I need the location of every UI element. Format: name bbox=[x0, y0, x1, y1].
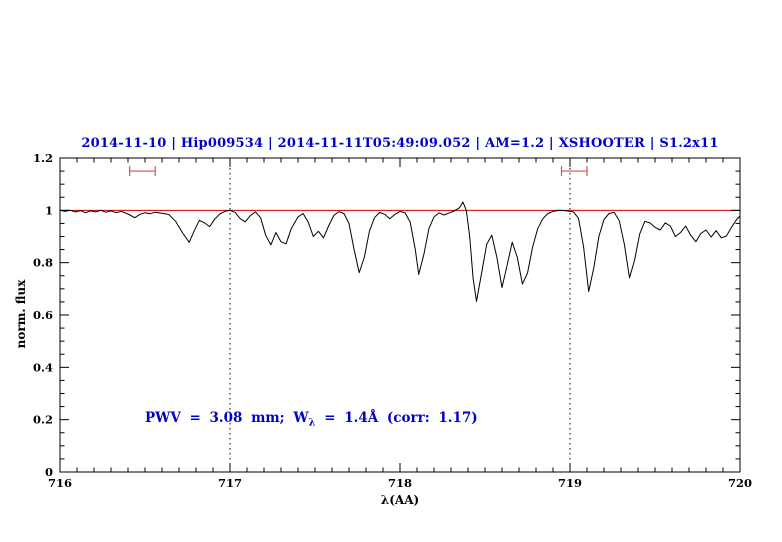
pwv-annotation: PWV = 3.08 mm; Wλ = 1.4Å (corr: 1.17) bbox=[145, 410, 478, 429]
y-tick-label: 1.2 bbox=[33, 151, 53, 165]
pwv-annotation-suffix: = 1.4Å (corr: 1.17) bbox=[315, 410, 478, 426]
x-tick-label: 719 bbox=[558, 476, 582, 490]
y-tick-label: 0.8 bbox=[33, 256, 53, 270]
y-tick-label: 0.2 bbox=[33, 413, 53, 427]
pwv-annotation-prefix: PWV = 3.08 mm; W bbox=[145, 410, 309, 426]
spectrum-line bbox=[59, 201, 741, 302]
x-tick-label: 717 bbox=[218, 476, 242, 490]
y-tick-label: 0.6 bbox=[33, 308, 53, 322]
x-tick-label: 718 bbox=[388, 476, 412, 490]
x-axis-label: λ(AA) bbox=[380, 493, 420, 507]
x-tick-label: 716 bbox=[48, 476, 72, 490]
y-tick-label: 1 bbox=[45, 203, 53, 217]
x-tick-label: 720 bbox=[728, 476, 752, 490]
plot-title: 2014-11-10 | Hip009534 | 2014-11-11T05:4… bbox=[81, 136, 719, 151]
y-tick-label: 0.4 bbox=[33, 360, 53, 374]
y-tick-label: 0 bbox=[45, 465, 53, 479]
pwv-annotation-subscript: λ bbox=[308, 417, 316, 429]
y-axis-label: norm. flux bbox=[14, 279, 28, 349]
